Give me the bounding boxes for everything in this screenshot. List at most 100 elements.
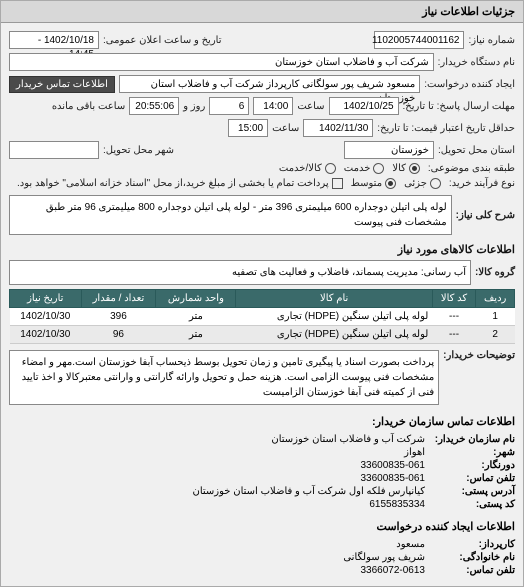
creator-label: ایجاد کننده درخواست:: [424, 79, 515, 90]
radio-small-label: جزئی: [404, 178, 427, 189]
radio-both[interactable]: [325, 163, 336, 174]
payment-check-group[interactable]: پرداخت تمام یا بخشی از مبلغ خرید،از محل …: [17, 178, 343, 189]
cell: لوله پلی اتیلن سنگین (HDPE) تجاری: [236, 326, 432, 344]
goods-title: اطلاعات کالاهای مورد نیاز: [9, 243, 515, 256]
deadline-valid-time: 15:00: [228, 119, 268, 137]
deadline-send-label: مهلت ارسال پاسخ: تا تاریخ:: [403, 101, 515, 112]
radio-both-label: کالا/خدمت: [279, 163, 322, 174]
table-row: 1 --- لوله پلی اتیلن سنگین (HDPE) تجاری …: [10, 308, 515, 326]
creator-user-value: مسعود: [396, 539, 425, 550]
public-date-field: 1402/10/18 - 14:45: [9, 31, 99, 49]
remain-label: ساعت باقی مانده: [52, 101, 125, 112]
th-3: واحد شمارش: [156, 290, 236, 308]
contact-block: نام سازمان خریدار: شرکت آب و فاضلاب استا…: [9, 434, 515, 510]
remain-time: 20:55:06: [129, 97, 179, 115]
deadline-send-time: 14:00: [253, 97, 293, 115]
contact-phone-value: 33600835-061: [360, 460, 425, 471]
radio-service-group[interactable]: خدمت: [344, 163, 385, 174]
contact-fax-label: تلفن تماس:: [425, 473, 515, 484]
radio-good-group[interactable]: کالا: [392, 163, 420, 174]
cell: 2: [476, 326, 515, 344]
province-field: خوزستان: [344, 141, 434, 159]
cell: متر: [156, 308, 236, 326]
deadline-send-date: 1402/10/25: [329, 97, 399, 115]
radio-both-group[interactable]: کالا/خدمت: [279, 163, 336, 174]
device-label: نام دستگاه خریدار:: [438, 57, 515, 68]
radio-medium-label: متوسط: [351, 178, 382, 189]
contact-post-label: کد پستی:: [425, 499, 515, 510]
goods-group-label: گروه کالا:: [475, 267, 515, 278]
request-no-field: 1102005744001162: [374, 31, 464, 49]
time-label-1: ساعت: [297, 101, 324, 112]
table-header-row: ردیف کد کالا نام کالا واحد شمارش تعداد /…: [10, 290, 515, 308]
radio-good[interactable]: [409, 163, 420, 174]
contact-addr-value: کیانپارس فلکه اول شرکت آب و فاضلاب استان…: [192, 486, 425, 497]
cell: 396: [81, 308, 156, 326]
subject-group-label: طبقه بندی موضوعی:: [428, 163, 515, 174]
goods-table: ردیف کد کالا نام کالا واحد شمارش تعداد /…: [9, 289, 515, 344]
time-label-2: ساعت: [272, 123, 299, 134]
goods-notes-box: پرداخت بصورت اسناد یا پیگیری تامین و زما…: [9, 350, 439, 405]
contact-addr-label: آدرس پستی:: [425, 486, 515, 497]
cell: 1402/10/30: [10, 308, 82, 326]
th-0: ردیف: [476, 290, 515, 308]
radio-good-label: کالا: [392, 163, 406, 174]
cell: 1402/10/30: [10, 326, 82, 344]
contact-title: اطلاعات تماس سازمان خریدار:: [9, 415, 515, 428]
province-label: استان محل تحویل:: [438, 145, 515, 156]
days-label: روز و: [183, 101, 205, 112]
family-value: شریف پور سولگانی: [343, 552, 425, 563]
form-area: شماره نیاز: 1102005744001162 تاریخ و ساع…: [1, 23, 523, 586]
org-value: شرکت آب و فاضلاب استان خوزستان: [271, 434, 425, 445]
creator-user-label: کارپرداز:: [425, 539, 515, 550]
creator-block: کارپرداز: مسعود نام خانوادگی: شریف پور س…: [9, 539, 515, 576]
contact-fax-value: 33600835-061: [360, 473, 425, 484]
contact-city-label: شهر:: [425, 447, 515, 458]
radio-small-group[interactable]: جزئی: [404, 178, 441, 189]
city-field: [9, 141, 99, 159]
family-label: نام خانوادگی:: [425, 552, 515, 563]
contact-city-value: اهواز: [404, 447, 425, 458]
cell: ---: [432, 308, 475, 326]
radio-service-label: خدمت: [344, 163, 371, 174]
panel-header: جزئیات اطلاعات نیاز: [1, 1, 523, 23]
days-field: 6: [209, 97, 249, 115]
contact-phone-label: دورنگار:: [425, 460, 515, 471]
th-5: تاریخ نیاز: [10, 290, 82, 308]
radio-medium[interactable]: [385, 178, 396, 189]
creator-phone-label: تلفن تماس:: [425, 565, 515, 576]
deadline-valid-date: 1402/11/30: [303, 119, 373, 137]
payment-check[interactable]: [332, 178, 343, 189]
contact-button[interactable]: اطلاعات تماس خریدار: [9, 76, 115, 93]
main-panel: جزئیات اطلاعات نیاز شماره نیاز: 11020057…: [0, 0, 524, 587]
cell: 96: [81, 326, 156, 344]
creator-phone-value: 3366072-0613: [360, 565, 425, 576]
device-field: شرکت آب و فاضلاب استان خوزستان: [9, 53, 434, 71]
public-date-label: تاریخ و ساعت اعلان عمومی:: [103, 35, 222, 46]
panel-title: جزئیات اطلاعات نیاز: [422, 6, 515, 18]
th-2: نام کالا: [236, 290, 432, 308]
creator-field: مسعود شریف پور سولگانی کارپرداز شرکت آب …: [119, 75, 420, 93]
city-label: شهر محل تحویل:: [103, 145, 174, 156]
cell: ---: [432, 326, 475, 344]
payment-note: پرداخت تمام یا بخشی از مبلغ خرید،از محل …: [17, 178, 329, 189]
table-row: 2 --- لوله پلی اتیلن سنگین (HDPE) تجاری …: [10, 326, 515, 344]
contact-post-value: 6155835334: [369, 499, 425, 510]
radio-medium-group[interactable]: متوسط: [351, 178, 396, 189]
main-desc-label: شرح کلی نیاز:: [456, 210, 515, 221]
goods-notes-label: توضیحات خریدار:: [443, 350, 515, 361]
th-1: کد کالا: [432, 290, 475, 308]
org-label: نام سازمان خریدار:: [425, 434, 515, 445]
goods-group-box: آب رسانی: مدیریت پسماند، فاضلاب و فعالیت…: [9, 260, 471, 285]
radio-small[interactable]: [430, 178, 441, 189]
radio-service[interactable]: [373, 163, 384, 174]
creator-title: اطلاعات ایجاد کننده درخواست: [9, 520, 515, 533]
cell: لوله پلی اتیلن سنگین (HDPE) تجاری: [236, 308, 432, 326]
deadline-valid-label: حداقل تاریخ اعتبار قیمت: تا تاریخ:: [377, 123, 515, 134]
th-4: تعداد / مقدار: [81, 290, 156, 308]
cell: متر: [156, 326, 236, 344]
request-no-label: شماره نیاز:: [468, 35, 515, 46]
main-desc-box: لوله پلی اتیلن دوجداره 600 میلیمتری 396 …: [9, 195, 452, 235]
buy-type-label: نوع فرآیند خرید:: [449, 178, 515, 189]
cell: 1: [476, 308, 515, 326]
